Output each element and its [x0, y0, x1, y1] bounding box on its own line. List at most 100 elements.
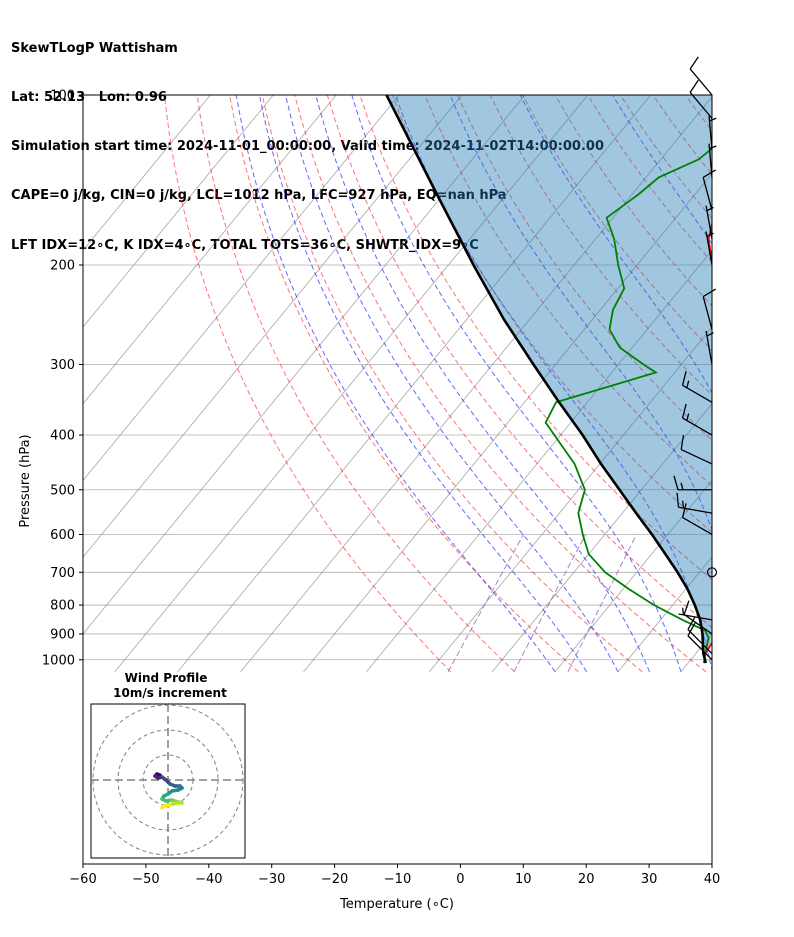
dry-adiabat: [359, 95, 712, 581]
dewpoint-line: [544, 147, 712, 664]
barb-staff: [702, 177, 713, 211]
barb-half-flag: [706, 332, 714, 337]
moist-adiabat: [351, 95, 682, 672]
barb-staff: [705, 231, 713, 266]
barb-half-flag: [682, 607, 685, 615]
cape-fill-layer: [386, 95, 712, 663]
barb-staff: [682, 516, 713, 536]
mixing-ratio-line: [513, 534, 587, 673]
x-axis-label: Temperature (∘C): [339, 897, 454, 912]
moist-adiabat: [285, 95, 619, 673]
barb-staff: [702, 296, 713, 330]
wind-barb: [681, 370, 713, 403]
barb-flag: [683, 600, 690, 615]
barb-staff: [678, 613, 713, 621]
barb-staff: [687, 635, 713, 661]
barb-flag: [681, 403, 687, 419]
isotherm-line: [83, 95, 337, 405]
temperature-line: [703, 220, 712, 664]
parcel-line: [385, 95, 708, 664]
isotherm-line: [617, 556, 712, 673]
dry-adiabat: [196, 95, 515, 673]
x-tick-label: −40: [195, 872, 222, 887]
wind-barb: [678, 607, 713, 621]
isotherm-line: [83, 95, 463, 558]
wind-barb: [708, 115, 717, 150]
barb-flag: [676, 492, 680, 508]
moist-adiabat: [736, 95, 794, 672]
dry-adiabat: [489, 95, 712, 396]
profile-lines: [385, 95, 712, 664]
wind-barb: [673, 475, 712, 491]
wind-barb: [687, 616, 713, 655]
wind-barb: [702, 169, 717, 211]
y-tick-label: 1000: [42, 653, 75, 668]
indices-line-2: LFT IDX=12∘C, K IDX=4∘C, TOTAL TOTS=36∘C…: [11, 237, 479, 253]
y-tick-label: 900: [50, 627, 75, 642]
barb-half-flag: [709, 145, 717, 150]
y-tick-label: 700: [50, 566, 75, 581]
location-line: Lat: 52.13 Lon: 0.96: [11, 90, 167, 106]
mixing-ratio-line: [567, 534, 637, 673]
dry-adiabat: [326, 95, 712, 629]
y-tick-label: 500: [50, 483, 75, 498]
cape-cin-fill: [386, 95, 712, 663]
wind-barb: [681, 503, 713, 536]
x-tick-label: −10: [384, 872, 411, 887]
hodograph: Wind Profile 10m/s increment: [90, 671, 246, 859]
hodograph-title: Wind Profile: [125, 671, 208, 685]
dry-adiabat: [424, 95, 712, 487]
barb-staff: [683, 613, 713, 635]
isotherm-line: [114, 95, 589, 673]
barb-flag: [702, 169, 717, 178]
dry-adiabat: [164, 95, 452, 673]
barb-flag: [689, 79, 699, 93]
moist-adiabat: [258, 95, 588, 673]
moist-adiabat: [315, 95, 650, 672]
wind-barbs: [673, 56, 718, 661]
barb-staff: [689, 91, 713, 119]
y-tick-label: 400: [50, 429, 75, 444]
barb-staff: [708, 115, 713, 150]
isotherm-line: [303, 173, 712, 673]
barb-staff: [708, 143, 713, 178]
barb-half-flag: [680, 482, 684, 490]
mixing-ratio-line: [447, 534, 524, 673]
isotherm-line: [554, 479, 712, 673]
isotherm-line: [491, 403, 712, 673]
dry-adiabat: [294, 95, 707, 673]
barb-flag: [689, 56, 699, 70]
x-tick-label: −50: [132, 872, 159, 887]
isotherm-line: [83, 95, 274, 328]
y-tick-label: 600: [50, 528, 75, 543]
indices-line-1: CAPE=0 j/kg, CIN=0 j/kg, LCL=1012 hPa, L…: [11, 188, 507, 204]
wind-barb: [676, 492, 713, 514]
barb-flag: [687, 616, 696, 630]
y-axis-label: Pressure (hPa): [18, 434, 33, 527]
barb-staff: [682, 384, 713, 403]
x-tick-label: 20: [578, 872, 595, 887]
y-tick-label: 200: [50, 259, 75, 274]
barb-staff: [705, 205, 713, 240]
x-tick-label: −20: [321, 872, 348, 887]
dry-adiabat: [457, 95, 712, 441]
barb-half-flag: [686, 380, 690, 388]
x-tick-label: −60: [69, 872, 96, 887]
y-tick-label: 800: [50, 599, 75, 614]
x-tick-label: 10: [515, 872, 532, 887]
barb-flag: [702, 288, 717, 298]
wind-barb: [689, 79, 713, 119]
wind-barb: [705, 205, 714, 240]
barb-staff: [705, 330, 713, 365]
hodograph-trace: [160, 804, 166, 810]
wind-barb: [683, 600, 713, 635]
wind-barb: [705, 330, 714, 365]
moist-adiabat: [235, 95, 556, 673]
x-tick-label: −30: [258, 872, 285, 887]
dry-adiabat: [522, 95, 712, 352]
x-tick-label: 30: [641, 872, 658, 887]
barb-flag: [687, 622, 696, 637]
isotherm-line: [83, 95, 211, 251]
barb-staff: [680, 448, 713, 465]
